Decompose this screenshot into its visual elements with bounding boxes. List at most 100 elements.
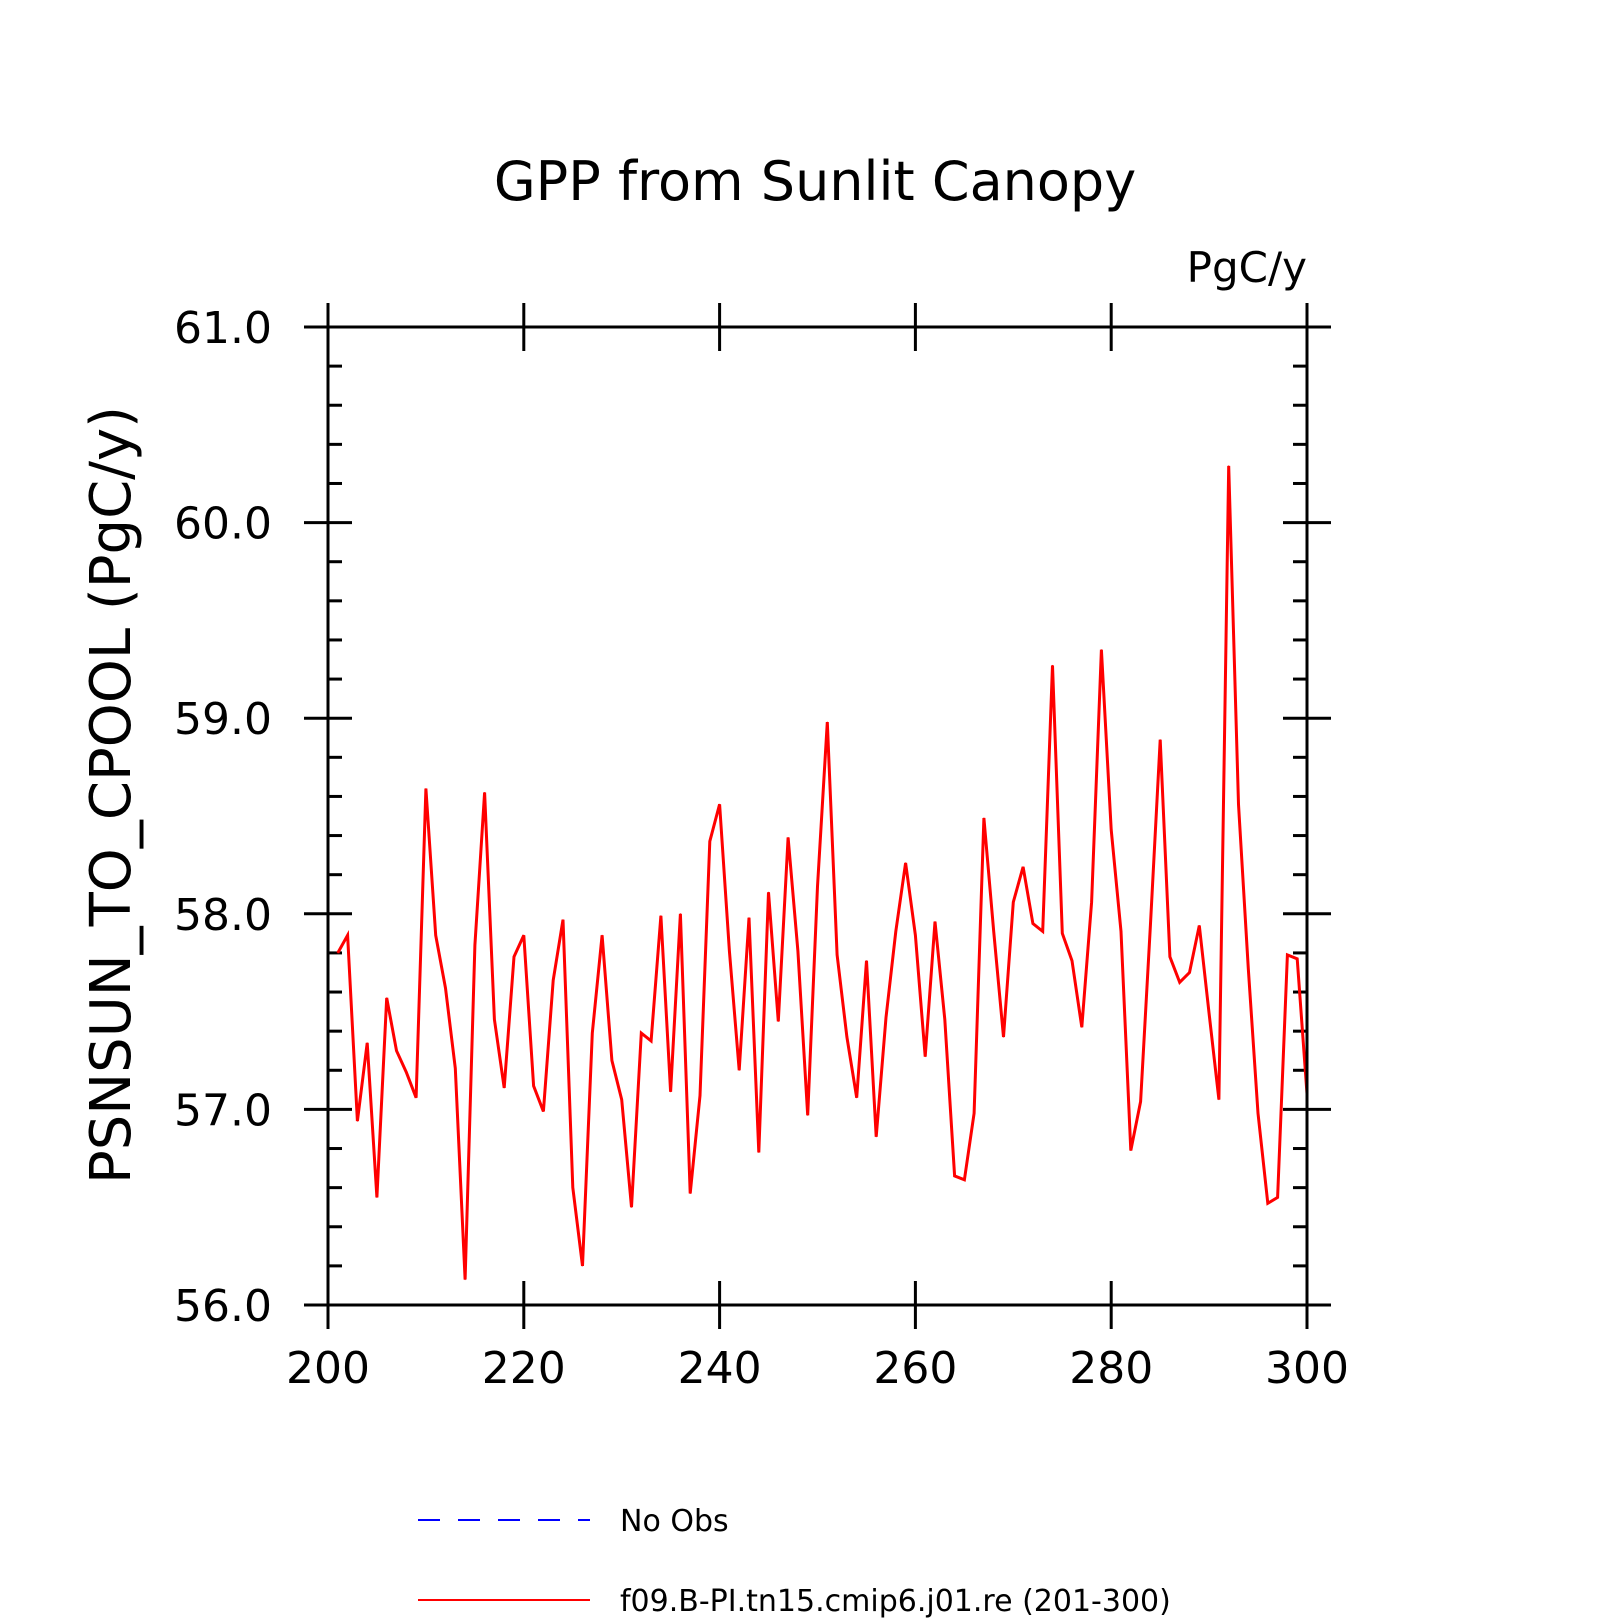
series-point <box>474 944 476 946</box>
series-point <box>1228 465 1230 467</box>
series-point <box>1286 954 1288 956</box>
series-point <box>484 792 486 793</box>
series-point <box>542 1110 544 1112</box>
series-point <box>572 1187 574 1189</box>
series-point <box>768 891 769 893</box>
series-point <box>797 950 799 952</box>
series-point <box>582 1265 583 1267</box>
series-point <box>640 1032 642 1034</box>
series-point <box>1032 923 1034 925</box>
series-point <box>631 1206 632 1208</box>
series-point <box>386 997 388 999</box>
series-point <box>1277 1196 1279 1198</box>
legend-label-no-obs: No Obs <box>620 1504 729 1539</box>
series-point <box>1169 956 1171 958</box>
series-point <box>1149 925 1151 926</box>
series-point <box>1130 1150 1132 1151</box>
series-point <box>1003 1036 1004 1038</box>
x-tick-label: 260 <box>873 1343 957 1394</box>
x-tick-label: 220 <box>482 1343 566 1394</box>
series-point <box>983 817 985 819</box>
series-point <box>425 788 427 790</box>
series-point <box>415 1097 417 1099</box>
series-point <box>1238 803 1239 805</box>
plot-frame <box>326 325 1309 1307</box>
series-point <box>1120 930 1122 932</box>
series-point <box>1100 649 1102 651</box>
series-point <box>1208 1013 1210 1015</box>
series-point <box>1091 901 1093 903</box>
series-point <box>699 1095 701 1097</box>
series-point <box>347 934 349 936</box>
legend: No Obs f09.B-PI.tn15.cmip6.j01.re (201-3… <box>418 1504 1171 1619</box>
series-point <box>1110 829 1112 831</box>
series-point <box>1042 930 1044 932</box>
series-point <box>366 1042 368 1044</box>
series-point <box>454 1067 456 1069</box>
chart-title: GPP from Sunlit Canopy <box>494 150 1136 213</box>
series-point <box>807 1114 809 1116</box>
series-point <box>445 987 446 989</box>
series-point <box>621 1099 623 1101</box>
series-point <box>777 1020 779 1022</box>
units-label: PgC/y <box>1187 243 1307 292</box>
series-point <box>337 952 339 954</box>
series-point <box>435 934 437 936</box>
y-tick-label: 60.0 <box>174 499 272 550</box>
series-point <box>1179 981 1181 983</box>
series-point <box>1022 866 1024 868</box>
series-point <box>954 1175 956 1177</box>
series-point <box>552 979 554 981</box>
series-lines <box>336 465 1309 1281</box>
series-point <box>405 1071 407 1073</box>
series-point <box>905 862 907 864</box>
series-point <box>817 885 818 887</box>
series-point <box>944 1018 946 1020</box>
axis-ticks <box>304 303 1331 1329</box>
x-tick-label: 200 <box>286 1343 370 1394</box>
y-axis-label: PSNSUN_TO_CPOOL (PgC/y) <box>79 406 144 1184</box>
series-point <box>934 921 936 923</box>
series-point <box>719 803 721 805</box>
series-point <box>709 840 711 842</box>
series-point <box>1296 958 1298 960</box>
series-point <box>679 913 681 915</box>
series-point <box>993 930 995 932</box>
series-point <box>562 919 564 921</box>
legend-label-model: f09.B-PI.tn15.cmip6.j01.re (201-300) <box>620 1584 1171 1619</box>
series-point <box>914 934 916 936</box>
series-point <box>689 1193 691 1194</box>
series-point <box>533 1085 535 1087</box>
series-point <box>748 917 750 919</box>
y-tick-label: 59.0 <box>174 694 272 745</box>
series-point <box>758 1151 760 1153</box>
series-point <box>376 1196 378 1198</box>
series-point <box>885 1017 887 1018</box>
series-point <box>1189 972 1190 973</box>
series-point <box>1198 925 1200 926</box>
series-point <box>1012 901 1014 903</box>
series-point <box>601 934 603 936</box>
series-point <box>611 1060 613 1061</box>
series-point <box>1218 1099 1220 1101</box>
series-point <box>826 721 828 723</box>
x-tick-label: 240 <box>678 1343 762 1394</box>
series-point <box>660 915 662 917</box>
series-point <box>1061 932 1063 934</box>
series-point <box>856 1097 858 1099</box>
series-point <box>650 1040 652 1042</box>
y-tick-label: 57.0 <box>174 1085 272 1136</box>
series-point <box>523 934 525 936</box>
y-tick-label: 61.0 <box>174 303 272 354</box>
y-tick-label: 56.0 <box>174 1281 272 1332</box>
series-point <box>396 1050 397 1052</box>
series-point <box>1081 1026 1083 1028</box>
y-tick-label: 58.0 <box>174 890 272 941</box>
series-point <box>1071 960 1073 962</box>
series-point <box>866 960 867 962</box>
series-point <box>875 1136 877 1138</box>
series-point <box>1159 739 1161 741</box>
series-point <box>591 1032 593 1034</box>
series-point <box>503 1087 505 1089</box>
